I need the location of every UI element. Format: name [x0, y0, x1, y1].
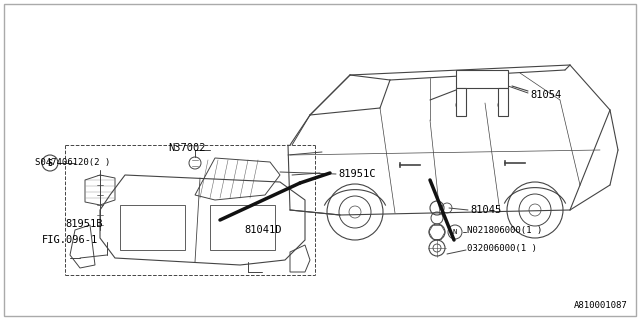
Text: S047406120(2 ): S047406120(2 ) — [35, 158, 110, 167]
Text: 81041D: 81041D — [244, 225, 282, 235]
Text: N: N — [453, 229, 457, 235]
Bar — [210, 205, 275, 250]
Bar — [120, 205, 185, 250]
Text: 81951B: 81951B — [65, 219, 102, 229]
Text: 81951C: 81951C — [338, 169, 376, 179]
Text: S: S — [47, 158, 52, 167]
Text: N021806000(1 ): N021806000(1 ) — [467, 226, 542, 235]
Bar — [456, 70, 508, 88]
Text: 032006000(1 ): 032006000(1 ) — [467, 244, 537, 252]
Text: FIG.096-1: FIG.096-1 — [42, 235, 99, 245]
Bar — [456, 88, 466, 116]
Text: 81054: 81054 — [530, 90, 561, 100]
Text: 81045: 81045 — [470, 205, 501, 215]
Text: N37002: N37002 — [168, 143, 205, 153]
Bar — [498, 88, 508, 116]
Text: A810001087: A810001087 — [574, 301, 628, 310]
